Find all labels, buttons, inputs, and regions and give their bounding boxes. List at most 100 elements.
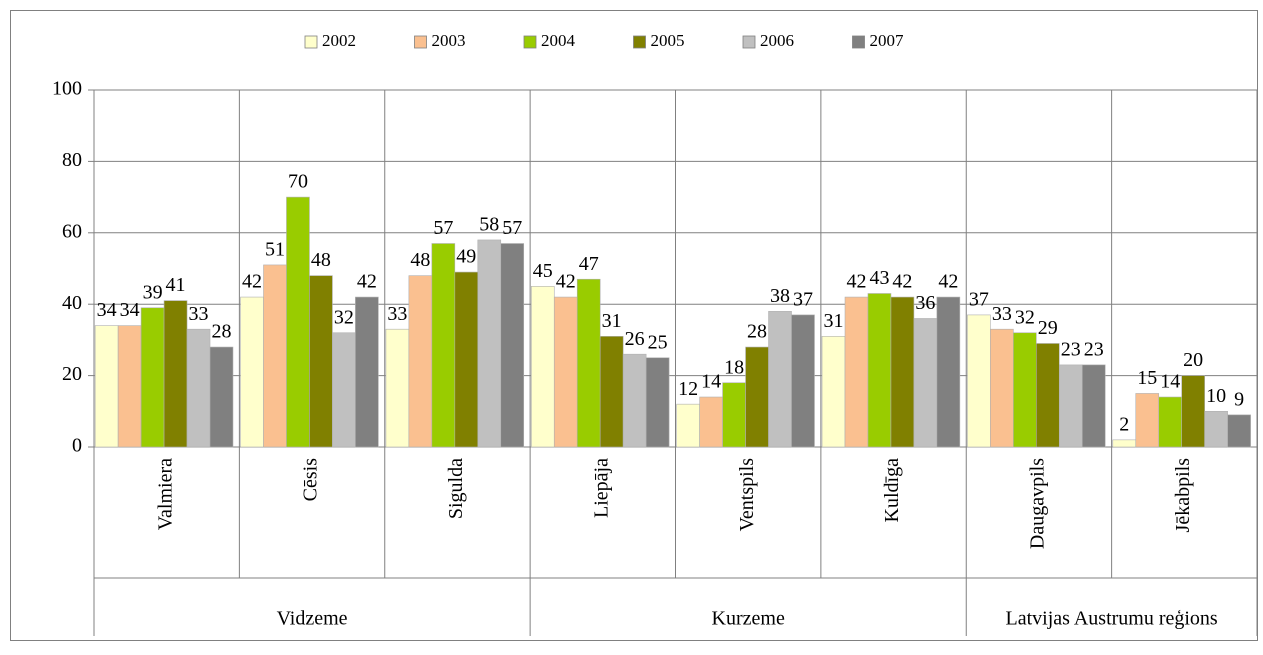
data-label: 32 — [334, 306, 354, 328]
data-label: 26 — [625, 328, 645, 350]
y-tick-label: 60 — [62, 220, 82, 242]
data-label: 49 — [456, 246, 476, 268]
data-label: 25 — [648, 331, 668, 353]
x-tick-label: Sigulda — [445, 458, 467, 519]
data-label: 31 — [602, 310, 622, 332]
group-label: Kurzeme — [712, 608, 785, 630]
bar — [990, 328, 1014, 448]
bar — [1227, 414, 1251, 448]
data-label: 34 — [97, 299, 117, 321]
data-label: 9 — [1234, 388, 1244, 410]
bar — [186, 328, 211, 448]
legend-label: 2003 — [432, 31, 466, 50]
legend-swatch — [852, 35, 865, 49]
legend-swatch — [633, 35, 646, 49]
legend-swatch — [523, 35, 537, 49]
legend-label: 2004 — [541, 31, 576, 50]
data-label: 15 — [1137, 367, 1157, 389]
data-label: 42 — [242, 271, 262, 293]
x-tick-label: Daugavpils — [1027, 458, 1049, 549]
data-label: 2 — [1119, 413, 1129, 435]
data-label: 48 — [311, 249, 331, 271]
legend-label: 2007 — [870, 31, 905, 50]
data-label: 41 — [166, 274, 186, 296]
data-label: 42 — [846, 271, 866, 293]
bar — [890, 296, 915, 448]
bar — [385, 328, 410, 448]
bar — [140, 307, 165, 448]
bar — [1181, 375, 1205, 448]
bar — [454, 271, 479, 448]
bar — [332, 332, 356, 448]
bar — [1058, 364, 1083, 448]
bar — [676, 403, 700, 448]
bar — [1135, 393, 1160, 448]
bar — [699, 396, 723, 448]
bar — [263, 264, 287, 448]
data-label: 51 — [265, 239, 285, 261]
y-tick-label: 0 — [72, 435, 82, 457]
bar — [1158, 396, 1182, 448]
x-tick-label: Jēkabpils — [1172, 458, 1194, 533]
bar — [431, 243, 456, 448]
bar — [745, 346, 769, 448]
data-label: 42 — [357, 271, 377, 293]
data-label: 57 — [433, 217, 453, 239]
bar — [599, 336, 624, 448]
data-label: 39 — [143, 281, 163, 303]
bar — [530, 286, 555, 448]
data-label: 33 — [387, 303, 407, 325]
data-label: 58 — [479, 214, 499, 236]
bar — [117, 325, 142, 448]
x-tick-label: Ventspils — [736, 458, 758, 532]
bar — [309, 275, 333, 448]
bar — [844, 296, 869, 448]
bar — [240, 296, 264, 448]
bar — [355, 296, 379, 448]
data-label: 14 — [701, 371, 721, 393]
legend-label: 2006 — [760, 31, 794, 50]
data-label: 32 — [1015, 306, 1035, 328]
data-label: 28 — [747, 321, 767, 343]
y-tick-label: 80 — [62, 149, 82, 171]
data-label: 42 — [556, 271, 576, 293]
data-label: 18 — [724, 356, 744, 378]
data-label: 23 — [1084, 338, 1104, 360]
bar — [94, 325, 119, 448]
data-label: 36 — [915, 292, 935, 314]
y-tick-label: 20 — [62, 363, 82, 385]
bar — [622, 353, 647, 448]
bar — [821, 336, 846, 448]
x-tick-label: Cēsis — [300, 458, 322, 502]
data-label: 43 — [869, 267, 889, 289]
bar — [722, 382, 746, 448]
bar — [477, 239, 502, 448]
bar — [553, 296, 578, 448]
bar — [163, 300, 188, 448]
group-label: Vidzeme — [277, 608, 348, 630]
data-label: 57 — [502, 217, 522, 239]
bar — [1036, 343, 1060, 448]
bar — [1112, 439, 1137, 448]
bar — [1204, 410, 1228, 448]
bar — [867, 293, 892, 448]
legend-swatch — [304, 35, 318, 49]
bar — [967, 314, 991, 448]
x-tick-label: Kuldīga — [881, 458, 903, 523]
bar — [768, 311, 792, 448]
bar — [576, 278, 601, 448]
data-label: 29 — [1038, 317, 1058, 339]
x-tick-label: Valmiera — [154, 458, 176, 530]
data-label: 47 — [579, 253, 599, 275]
data-label: 70 — [288, 171, 308, 193]
data-label: 10 — [1206, 385, 1226, 407]
data-label: 28 — [211, 321, 231, 343]
bar — [1081, 364, 1106, 448]
data-label: 42 — [938, 271, 958, 293]
legend-label: 2005 — [651, 31, 685, 50]
legend-swatch — [414, 35, 427, 49]
y-tick-label: 40 — [62, 292, 82, 314]
bar — [913, 318, 938, 448]
chart-frame — [10, 10, 1258, 641]
